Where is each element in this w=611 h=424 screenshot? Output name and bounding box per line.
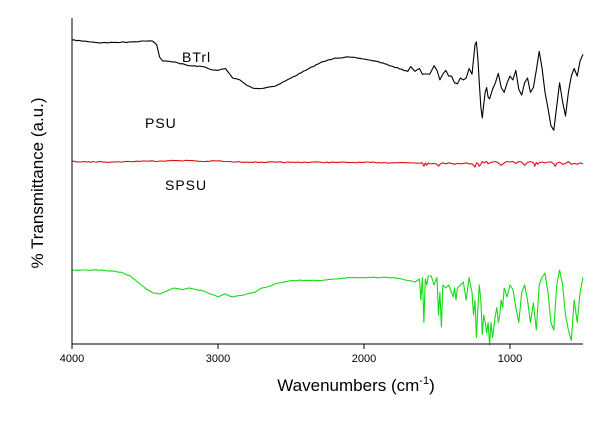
series-lines	[71, 39, 584, 346]
x-axis-title-close: )	[429, 376, 435, 395]
x-tick-label: 2000	[352, 353, 376, 365]
series-label-psu: PSU	[145, 115, 177, 131]
x-tick-label: 1000	[498, 353, 522, 365]
x-axis-title-sup: -1	[419, 375, 429, 387]
series-line-spsu	[71, 269, 584, 346]
y-axis-title: % Transmittance (a.u.)	[28, 97, 47, 268]
x-tick-label: 3000	[206, 353, 230, 365]
series-labels: BTrl PSU SPSU	[145, 49, 211, 193]
series-label-btrl: BTrl	[182, 49, 211, 65]
series-line-btrl	[71, 39, 584, 131]
x-tick-label: 4000	[60, 353, 84, 365]
x-axis-title: Wavenumbers (cm-1)	[277, 375, 434, 395]
series-label-spsu: SPSU	[165, 177, 207, 193]
series-line-psu	[71, 159, 584, 168]
x-ticks: 4000 3000 2000 1000	[60, 344, 522, 365]
x-axis-title-main: Wavenumbers (cm	[277, 376, 419, 395]
